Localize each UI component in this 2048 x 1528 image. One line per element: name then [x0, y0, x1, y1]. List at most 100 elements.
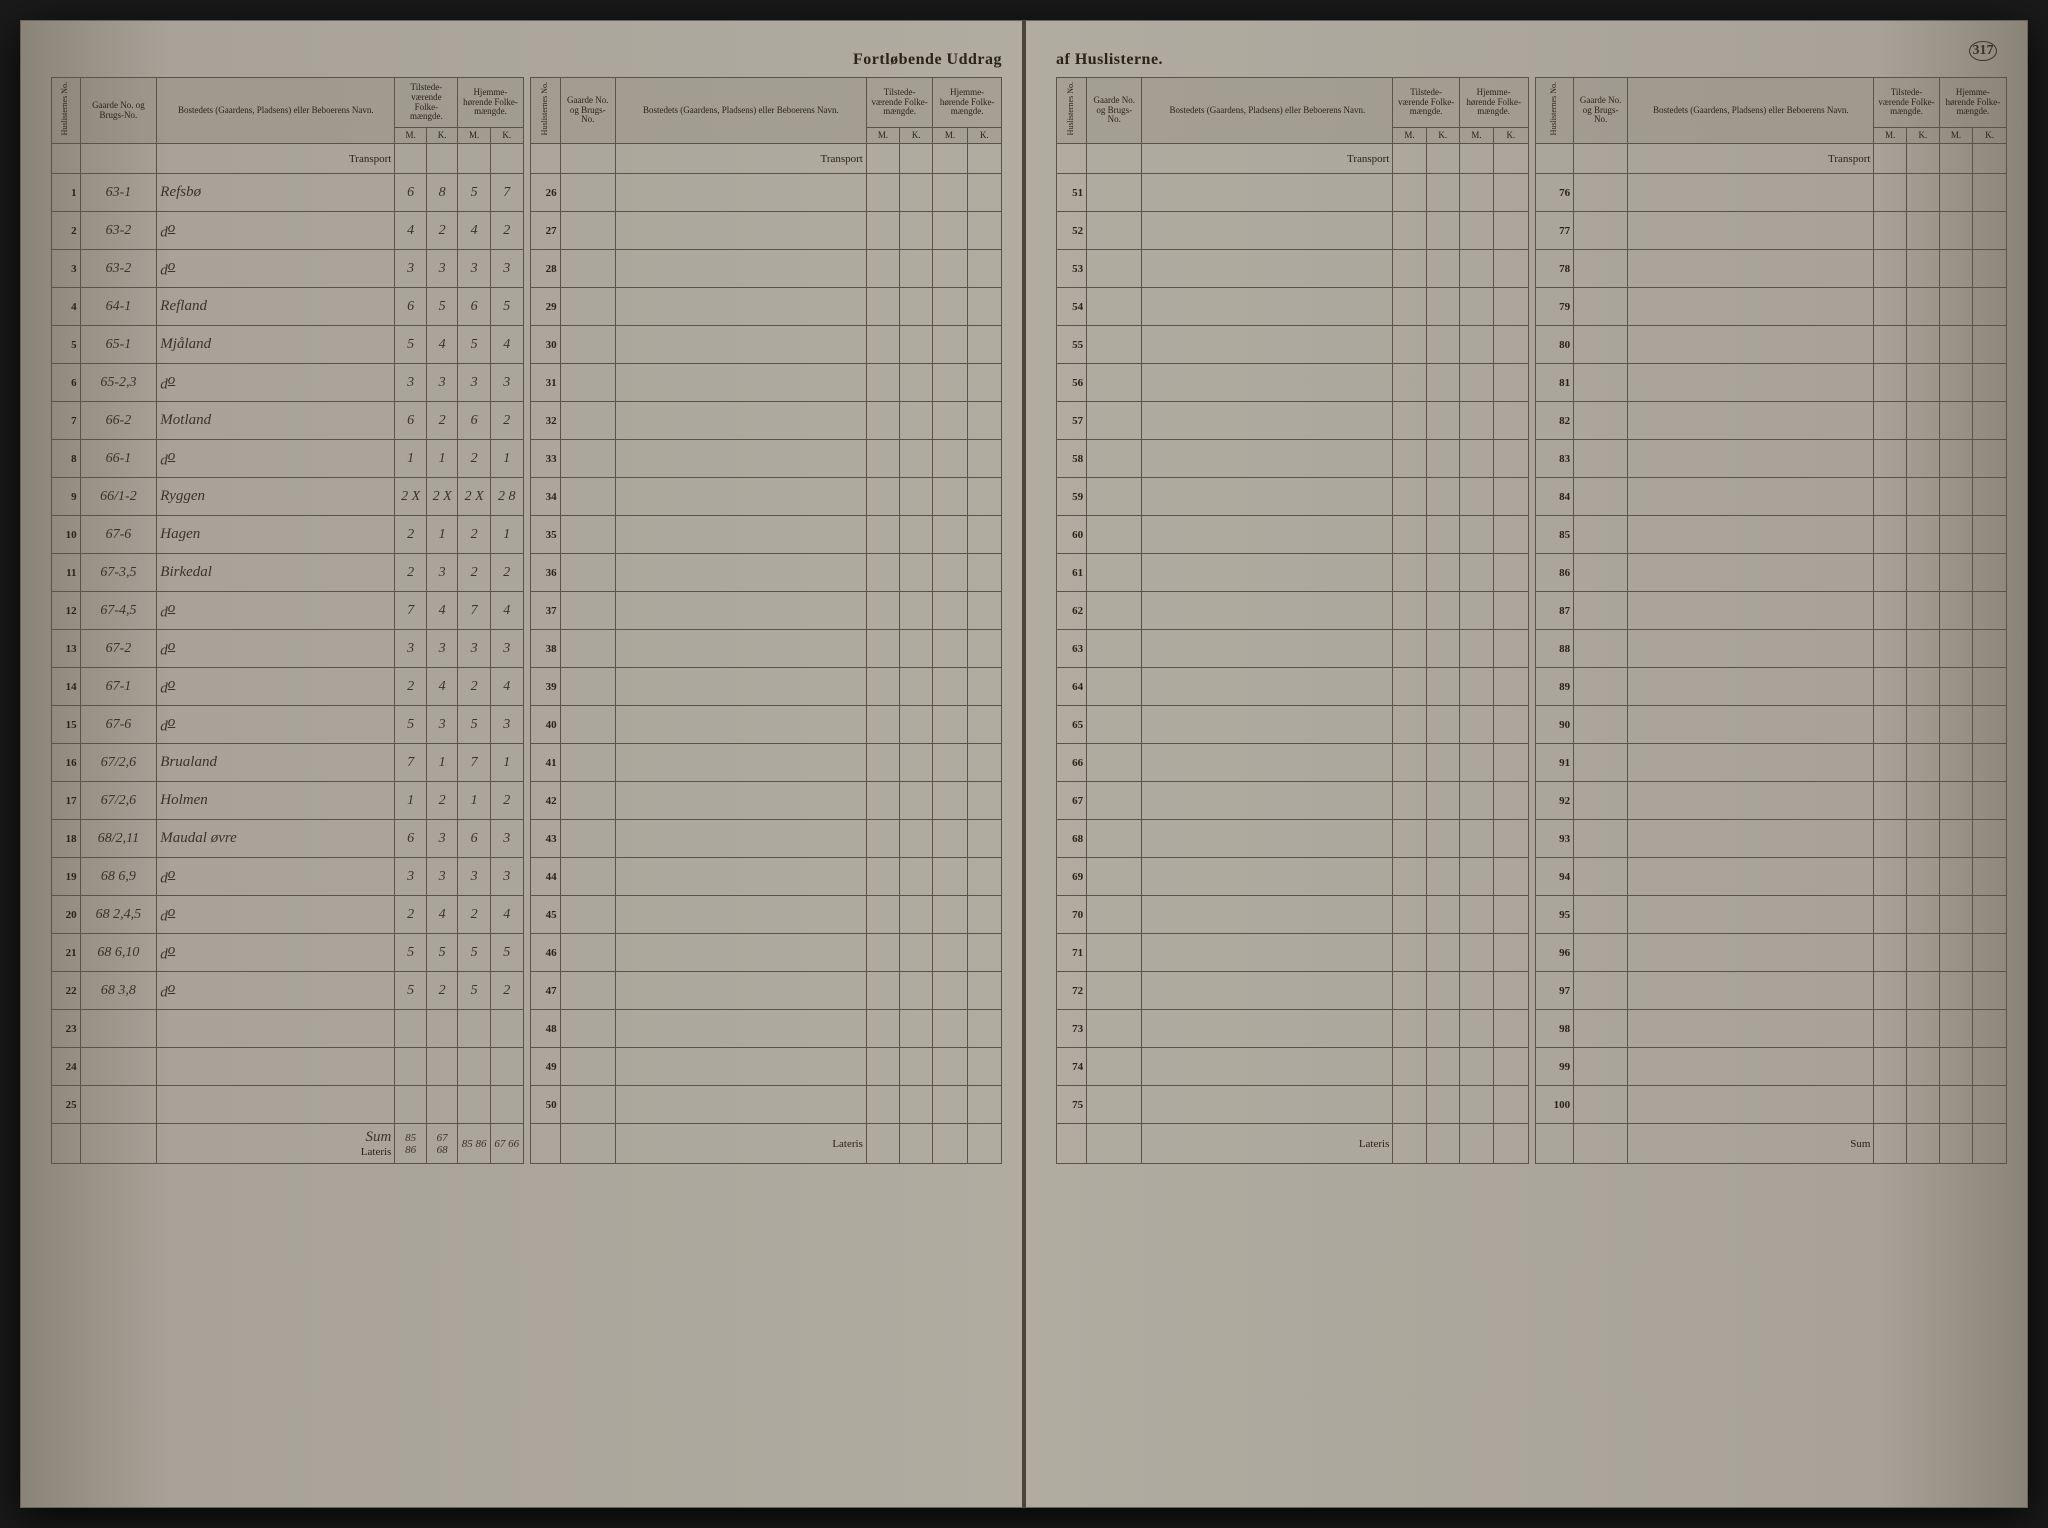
cell-tk [1426, 1010, 1459, 1048]
table-row: 54 [1057, 288, 1529, 326]
cell-gaarde [560, 858, 615, 896]
cell-bosted [1142, 174, 1393, 212]
cell-gaarde [560, 554, 615, 592]
row-number: 18 [52, 820, 81, 858]
cell-tk [1907, 326, 1940, 364]
cell-hk [1494, 554, 1528, 592]
cell-tm [866, 288, 899, 326]
title-left: Fortløbende Uddrag [51, 51, 1002, 69]
cell-tm [1874, 782, 1907, 820]
cell-tm [1874, 212, 1907, 250]
cell-hk [967, 744, 1001, 782]
cell-tk [1426, 478, 1459, 516]
row-number: 41 [530, 744, 560, 782]
cell-tm: 2 X [395, 478, 427, 516]
cell-tm [1874, 554, 1907, 592]
cell-tk [1907, 706, 1940, 744]
cell-tk: 4 [426, 896, 458, 934]
cell-hk [1973, 706, 2007, 744]
cell-tm [1393, 744, 1426, 782]
row-number: 10 [52, 516, 81, 554]
cell-hk: 1 [490, 516, 523, 554]
cell-tm [866, 402, 899, 440]
cell-tm [1393, 782, 1426, 820]
cell-hm [1939, 744, 1973, 782]
cell-hm [1459, 326, 1493, 364]
table-row: 89 [1535, 668, 2007, 706]
cell-hm [933, 820, 967, 858]
cell-tk [1907, 668, 1940, 706]
cell-hm: 3 [458, 630, 491, 668]
cell-hm [1459, 402, 1493, 440]
cell-tm [1874, 668, 1907, 706]
cell-hm [933, 1010, 967, 1048]
cell-hk [490, 1086, 523, 1124]
cell-hm [1459, 1086, 1493, 1124]
cell-tm [1393, 630, 1426, 668]
cell-tm [1874, 174, 1907, 212]
table-row: 27 [530, 212, 1002, 250]
table-body-3: Transport 515253545556575859606162636465… [1057, 144, 1529, 1124]
table-row: 66 [1057, 744, 1529, 782]
cell-bosted [1628, 592, 1874, 630]
cell-tm [866, 1086, 899, 1124]
row-number: 15 [52, 706, 81, 744]
table-row: 1267-4,5do7474 [52, 592, 524, 630]
cell-gaarde [1574, 782, 1628, 820]
cell-hk [1494, 592, 1528, 630]
row-number: 29 [530, 288, 560, 326]
cell-tm [1874, 516, 1907, 554]
cell-bosted [615, 820, 866, 858]
cell-tk [900, 326, 933, 364]
cell-tk [1907, 212, 1940, 250]
cell-hk [1494, 250, 1528, 288]
cell-bosted: do [157, 212, 395, 250]
table-row: 43 [530, 820, 1002, 858]
left-page-blocks: Huslisternes No. Gaarde No. og Brugs-No.… [51, 77, 1002, 1164]
cell-tk [1426, 630, 1459, 668]
cell-hk: 5 [490, 934, 523, 972]
table-row: 53 [1057, 250, 1529, 288]
cell-gaarde: 65-1 [80, 326, 157, 364]
cell-tk [1907, 440, 1940, 478]
row-number: 69 [1057, 858, 1087, 896]
cell-hk [1973, 250, 2007, 288]
cell-hm [1939, 1086, 1973, 1124]
cell-tk: 3 [426, 630, 458, 668]
cell-hk [1973, 592, 2007, 630]
row-number: 84 [1535, 478, 1574, 516]
cell-gaarde [1087, 858, 1142, 896]
cell-tm [866, 326, 899, 364]
cell-tm: 5 [395, 934, 427, 972]
cell-tm [1874, 858, 1907, 896]
cell-gaarde [1087, 1048, 1142, 1086]
cell-tm [866, 744, 899, 782]
table-row: 966/1-2Ryggen2 X2 X2 X2 8 [52, 478, 524, 516]
cell-tm: 1 [395, 782, 427, 820]
cell-hk [967, 934, 1001, 972]
table-row: 51 [1057, 174, 1529, 212]
table-row: 26 [530, 174, 1002, 212]
table-row: 98 [1535, 1010, 2007, 1048]
table-row: 50 [530, 1086, 1002, 1124]
cell-gaarde [1574, 972, 1628, 1010]
cell-bosted [1142, 1010, 1393, 1048]
cell-hk [1973, 478, 2007, 516]
cell-tk: 5 [426, 934, 458, 972]
cell-tk [900, 212, 933, 250]
cell-hk [967, 212, 1001, 250]
cell-tm: 7 [395, 592, 427, 630]
sum-hk: 67 66 [490, 1124, 523, 1164]
cell-hk [1973, 858, 2007, 896]
cell-bosted [1628, 250, 1874, 288]
cell-gaarde [80, 1010, 157, 1048]
ledger-table-2: Huslisternes No. Gaarde No. og Brugs-No.… [530, 77, 1003, 1164]
ledger-book: Fortløbende Uddrag Huslisternes No. Gaar… [20, 20, 2028, 1508]
table-row: 1968 6,9do3333 [52, 858, 524, 896]
row-number: 58 [1057, 440, 1087, 478]
row-number: 65 [1057, 706, 1087, 744]
col-k: K. [426, 128, 458, 144]
row-number: 63 [1057, 630, 1087, 668]
cell-hm [1939, 630, 1973, 668]
cell-tm [395, 1010, 427, 1048]
